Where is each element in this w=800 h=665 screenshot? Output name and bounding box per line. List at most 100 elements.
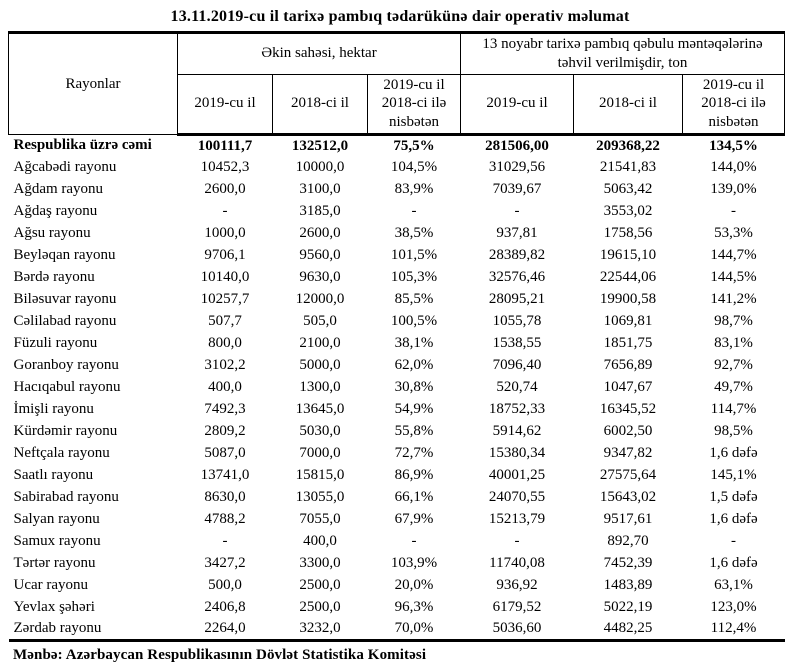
table-cell: 800,0 xyxy=(208,334,242,351)
row-label: Samux rayonu xyxy=(13,532,101,549)
table-cell: 72,7% xyxy=(394,444,434,461)
table-cell: - xyxy=(731,532,737,549)
table-cell: - xyxy=(222,202,228,219)
table-cell: 40001,25 xyxy=(488,466,546,483)
table-row: Samux rayonu - 400,0 - - 892,70 - xyxy=(9,530,785,552)
table-cell: 6002,50 xyxy=(603,422,653,439)
table-cell: 112,4% xyxy=(710,620,757,636)
table-row: Sabirabad rayonu 8630,0 13055,0 66,1% 24070,… xyxy=(9,486,785,508)
table-cell: 1069,81 xyxy=(603,312,653,329)
table-cell: 53,3% xyxy=(714,224,753,241)
table-cell: 2100,0 xyxy=(299,334,341,351)
table-cell: 507,7 xyxy=(208,312,242,329)
table-cell: - xyxy=(222,532,228,549)
table-cell: 892,70 xyxy=(607,532,649,549)
table-cell: 505,0 xyxy=(303,312,337,329)
table-cell: 5000,0 xyxy=(299,356,341,373)
page-title: 13.11.2019-cu il tarixə pambıq tədarükün… xyxy=(170,8,630,25)
table-cell: 98,5% xyxy=(714,422,753,439)
table-cell: 38,5% xyxy=(394,224,434,241)
table-cell: 24070,55 xyxy=(488,488,546,505)
table-cell: 937,81 xyxy=(496,224,538,241)
row-label: Neftçala rayonu xyxy=(13,444,110,461)
row-label: Yevlax şəhəri xyxy=(13,598,95,615)
table-cell: 400,0 xyxy=(208,378,242,395)
table-body: Respublika üzrə cəmi 100111,7 132512,0 75,5… xyxy=(9,134,785,640)
table-cell: 28389,82 xyxy=(488,246,546,263)
table-row: Biləsuvar rayonu 10257,7 12000,0 85,5% 28095… xyxy=(9,288,785,310)
table-cell: 1758,56 xyxy=(603,224,653,241)
table-cell: 92,7% xyxy=(714,356,753,373)
table-cell: 104,5% xyxy=(390,158,438,175)
table-cell: 5063,42 xyxy=(603,180,653,197)
table-cell: 3300,0 xyxy=(299,554,341,571)
table-cell: 9560,0 xyxy=(299,246,341,263)
table-cell: 3185,0 xyxy=(299,202,341,219)
table-cell: 2600,0 xyxy=(204,180,246,197)
table-cell: 66,1% xyxy=(394,488,434,505)
table-cell: 22544,06 xyxy=(599,268,657,285)
table-cell: 5914,62 xyxy=(492,422,542,439)
table-cell: - xyxy=(411,532,417,549)
table-cell: 1300,0 xyxy=(299,378,341,395)
table-cell: 85,5% xyxy=(394,290,434,307)
table-cell: 12000,0 xyxy=(295,290,345,307)
table-cell: 5087,0 xyxy=(204,444,246,461)
row-label: Ağdaş rayonu xyxy=(13,202,98,219)
table-cell: 38,1% xyxy=(394,334,434,351)
table-cell: 32576,46 xyxy=(488,268,546,285)
table-cell: 105,3% xyxy=(390,268,438,285)
table-cell: 3427,2 xyxy=(204,554,246,571)
table-cell: 10452,3 xyxy=(200,158,250,175)
table-cell: 936,92 xyxy=(496,576,538,593)
table-cell: 19900,58 xyxy=(599,290,657,307)
table-cell: 63,1% xyxy=(714,576,753,593)
table-cell: 1000,0 xyxy=(204,224,246,241)
table-row: Ağdaş rayonu - 3185,0 - - 3553,02 - xyxy=(9,200,785,222)
table-cell: 9630,0 xyxy=(299,268,341,285)
table-cell: 123,0% xyxy=(710,598,757,615)
table-cell: 15380,34 xyxy=(488,444,546,461)
table-cell: 139,0% xyxy=(710,180,757,197)
table-cell: 83,1% xyxy=(714,334,753,351)
table-cell: 144,7% xyxy=(710,246,757,263)
table-cell: - xyxy=(411,202,417,219)
table-row: Saatlı rayonu 13741,0 15815,0 86,9% 40001,25… xyxy=(9,464,785,486)
subcolumn-tons-2018: 2018-ci il xyxy=(573,73,683,136)
table-row: Ağdam rayonu 2600,0 3100,0 83,9% 7039,67 5063… xyxy=(9,178,785,200)
table-cell: 2264,0 xyxy=(204,620,246,636)
table-row: Hacıqabul rayonu 400,0 1300,0 30,8% 520,74 10… xyxy=(9,376,785,398)
row-label: Goranboy rayonu xyxy=(13,356,119,373)
column-group-delivered-tons: 13 noyabr tarixə pambıq qəbulu məntəqələ… xyxy=(459,32,786,75)
table-row: Cəlilabad rayonu 507,7 505,0 100,5% 1055,78 1… xyxy=(9,310,785,332)
table-cell: 30,8% xyxy=(394,378,434,395)
table-cell: 520,74 xyxy=(496,378,538,395)
table-cell: 21541,83 xyxy=(599,158,657,175)
column-group-sown-area: Əkin sahəsi, hektar xyxy=(177,32,461,75)
table-row: İmişli rayonu 7492,3 13645,0 54,9% 18752,33 1… xyxy=(9,398,785,420)
table-cell: 55,8% xyxy=(394,422,434,439)
table-cell: 8630,0 xyxy=(204,488,246,505)
table-cell: 500,0 xyxy=(208,576,242,593)
table-cell: 1,5 dəfə xyxy=(709,488,758,505)
subcolumn-area-2019: 2019-cu il xyxy=(177,73,273,136)
subcolumn-tons-2019: 2019-cu il xyxy=(460,73,574,136)
table-cell: 86,9% xyxy=(394,466,434,483)
row-label: Sabirabad rayonu xyxy=(13,488,119,505)
row-label: Salyan rayonu xyxy=(13,510,100,527)
table-cell: 9517,61 xyxy=(603,510,653,527)
table-row: Neftçala rayonu 5087,0 7000,0 72,7% 15380,34… xyxy=(9,442,785,464)
table-cell: 70,0% xyxy=(394,620,434,636)
table-cell: 10000,0 xyxy=(295,158,345,175)
table-cell: 1538,55 xyxy=(492,334,542,351)
table-cell: 28095,21 xyxy=(488,290,546,307)
table-row: Ağsu rayonu 1000,0 2600,0 38,5% 937,81 1758,5… xyxy=(9,222,785,244)
row-label: Respublika üzrə cəmi xyxy=(13,137,152,153)
table-cell: 144,0% xyxy=(710,158,757,175)
table-cell: 145,1% xyxy=(710,466,757,483)
row-label: İmişli rayonu xyxy=(13,400,94,417)
cotton-procurement-table: Rayonlar Əkin sahəsi, hektar 13 noyabr t… xyxy=(8,31,786,642)
table-cell: 1,6 dəfə xyxy=(709,554,758,571)
row-label: Biləsuvar rayonu xyxy=(13,290,117,307)
table-cell: 6179,52 xyxy=(492,598,542,615)
